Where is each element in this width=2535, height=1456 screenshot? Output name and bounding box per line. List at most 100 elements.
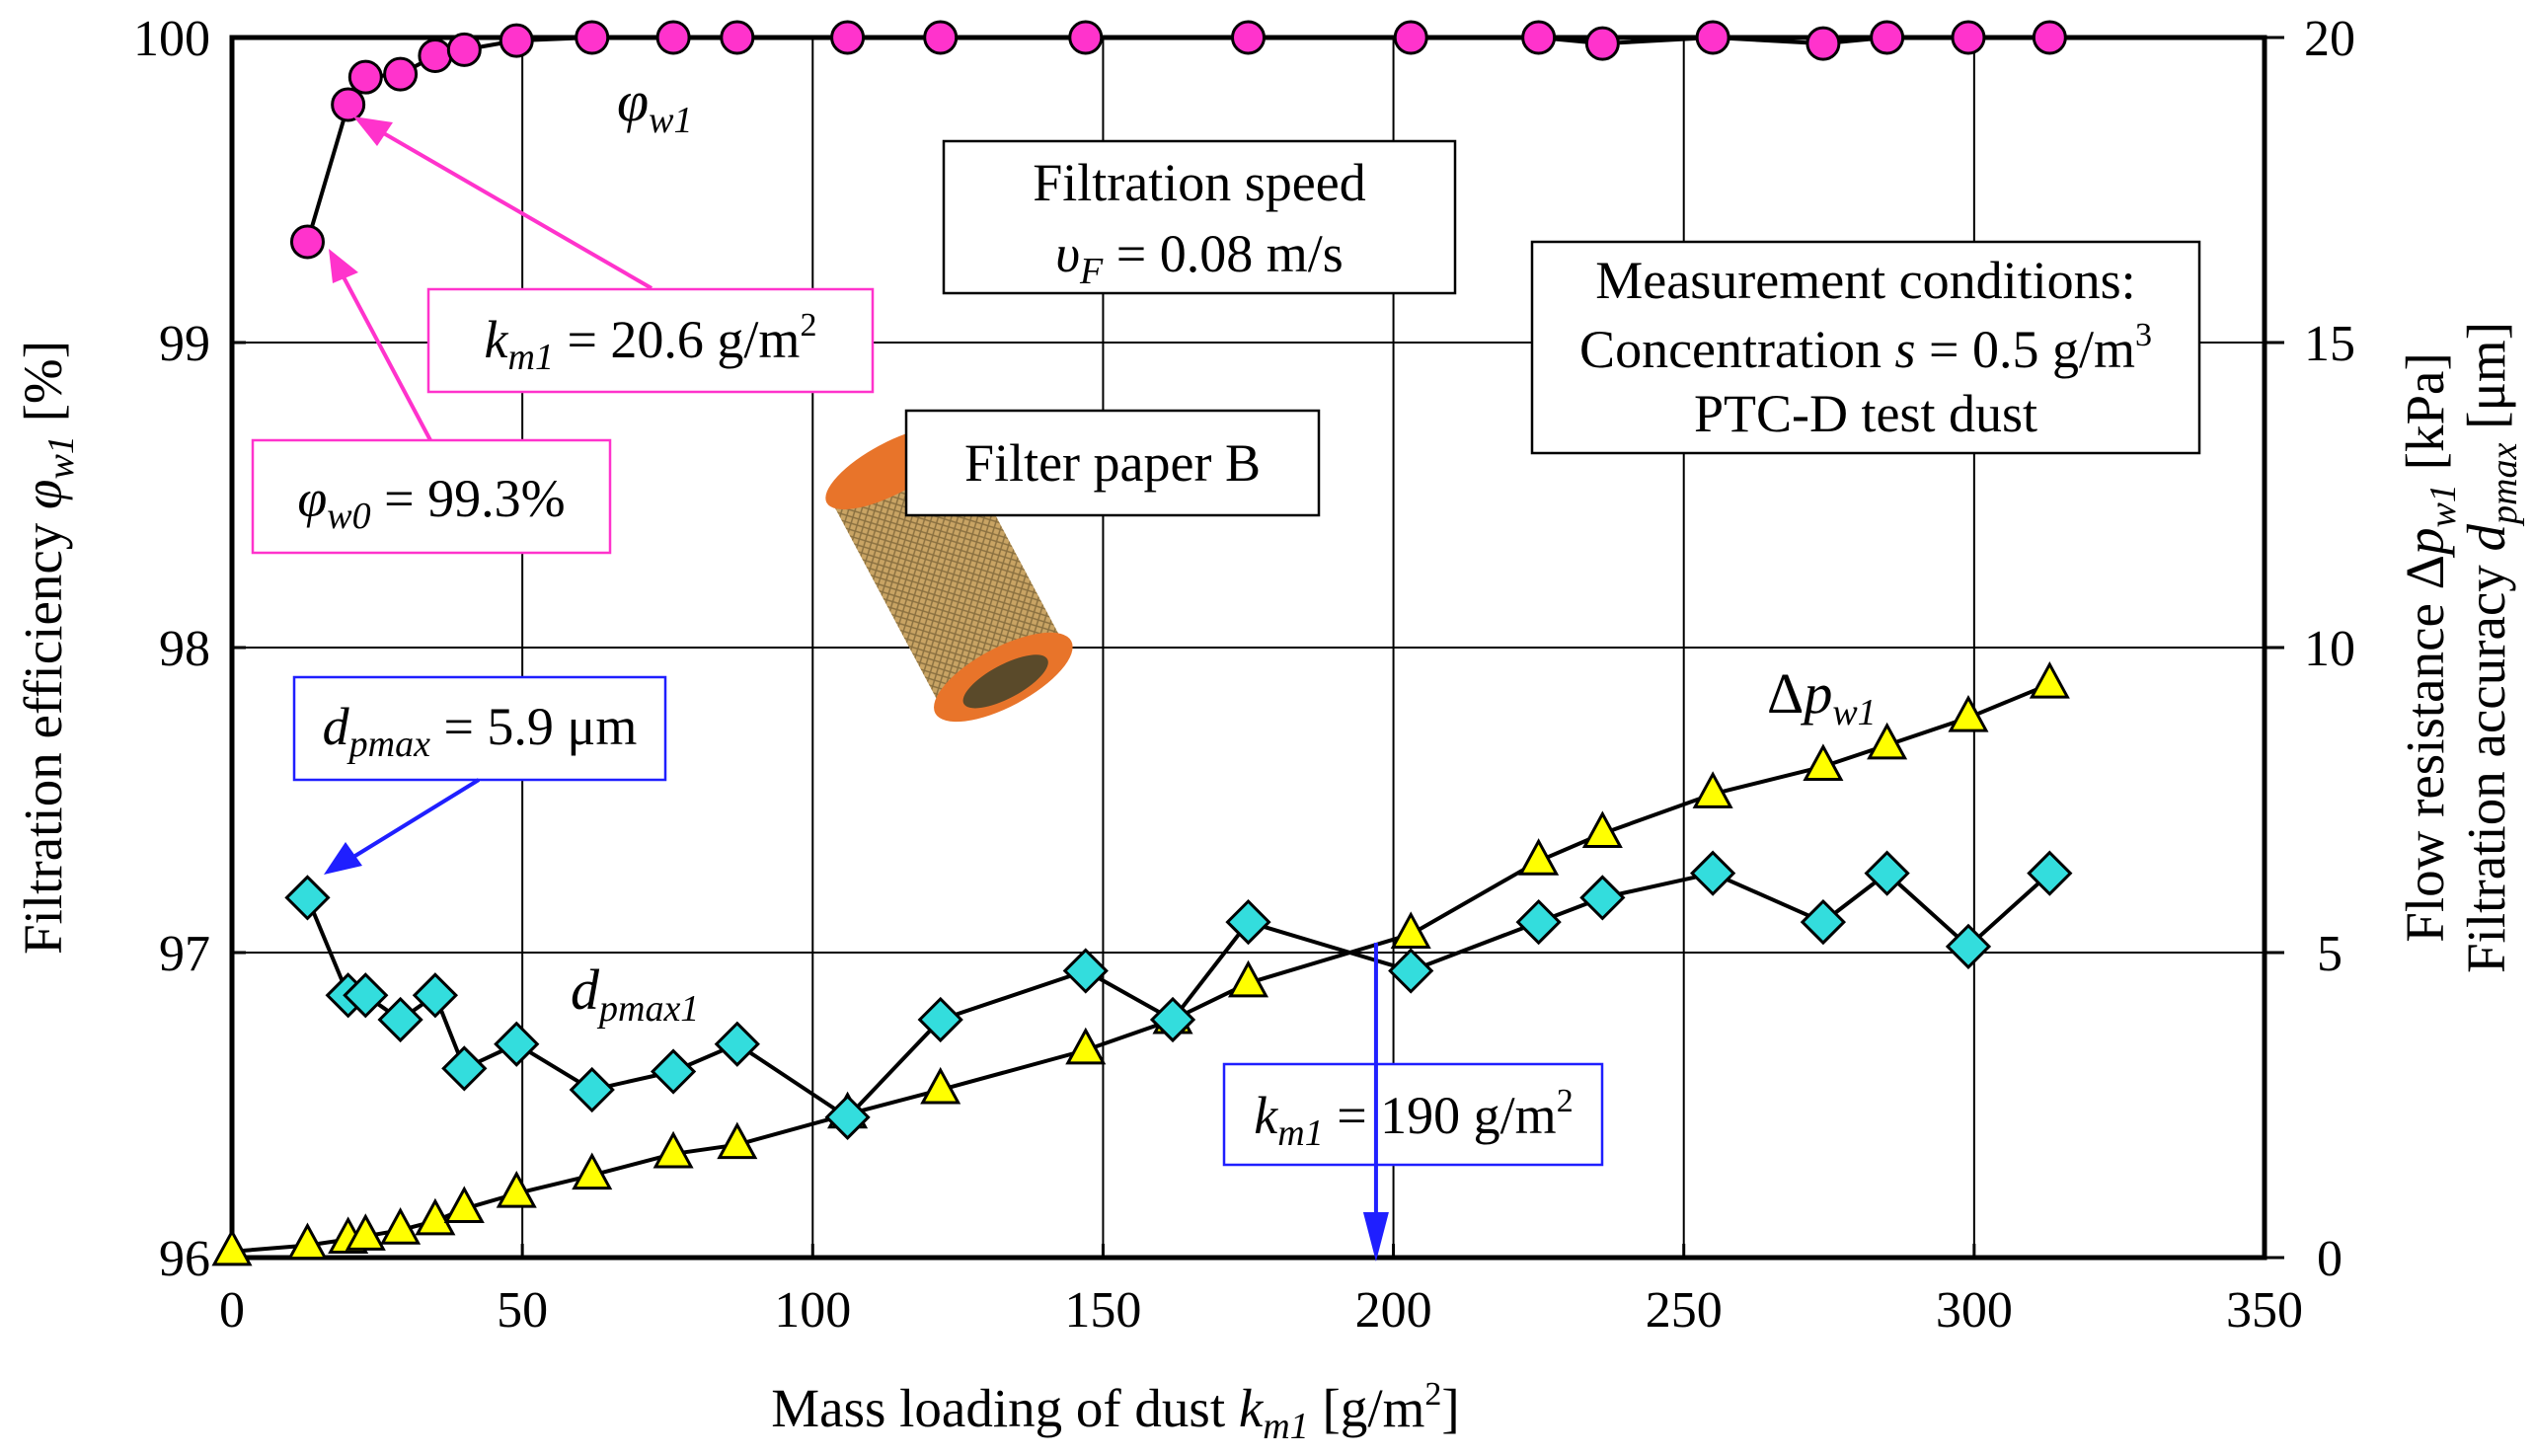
x-tick-label: 50 bbox=[497, 1282, 548, 1339]
series-label-dpmax: dpmax1 bbox=[571, 958, 699, 1030]
y-axis-left-label: Filtration efficiency φw1 [%] bbox=[13, 341, 82, 955]
svg-text:Filtration speed: Filtration speed bbox=[1033, 153, 1365, 212]
data-point-circle bbox=[347, 59, 383, 95]
svg-text:Measurement conditions:: Measurement conditions: bbox=[1595, 251, 2135, 310]
data-point-triangle bbox=[1518, 838, 1560, 876]
data-point-triangle bbox=[2029, 660, 2070, 699]
data-point-circle bbox=[446, 32, 482, 67]
data-point-diamond bbox=[714, 1021, 760, 1067]
data-point-triangle bbox=[920, 1066, 961, 1105]
data-point-circle bbox=[1695, 20, 1730, 55]
data-point-diamond bbox=[1579, 875, 1626, 921]
data-point-triangle bbox=[1390, 911, 1431, 949]
data-point-triangle bbox=[415, 1197, 456, 1236]
data-point-diamond bbox=[1515, 898, 1562, 946]
svg-text:dpmax = 5.9 μm: dpmax = 5.9 μm bbox=[323, 697, 638, 765]
svg-text:km1 = 20.6 g/m2: km1 = 20.6 g/m2 bbox=[485, 307, 817, 378]
filtration-speed-box: Filtration speed υF = 0.08 m/s bbox=[942, 139, 1457, 295]
dpmax-box: dpmax = 5.9 μm bbox=[292, 675, 667, 782]
x-tick-label: 350 bbox=[2226, 1282, 2303, 1339]
data-point-diamond bbox=[343, 972, 389, 1019]
svg-text:φw0 = 99.3%: φw0 = 99.3% bbox=[297, 469, 565, 537]
data-point-diamond bbox=[1225, 898, 1271, 946]
data-point-triangle bbox=[443, 1186, 485, 1224]
y-right-tick-label: 15 bbox=[2304, 316, 2355, 372]
data-point-diamond bbox=[1864, 850, 1910, 896]
data-point-diamond bbox=[1149, 996, 1196, 1043]
y-left-tick-label: 99 bbox=[159, 316, 210, 372]
data-point-circle bbox=[830, 20, 866, 55]
filter-image bbox=[825, 426, 1073, 723]
data-point-triangle bbox=[717, 1121, 758, 1160]
y-right-tick-label: 10 bbox=[2304, 621, 2355, 677]
data-point-diamond bbox=[1690, 850, 1736, 896]
data-point-circle bbox=[575, 20, 610, 55]
data-point-triangle bbox=[1227, 959, 1269, 998]
data-point-circle bbox=[2032, 20, 2067, 55]
data-point-circle bbox=[923, 20, 959, 55]
data-point-circle bbox=[331, 87, 366, 122]
pink-arrow-phi-w0 bbox=[329, 249, 432, 441]
km1-blue-box: km1 = 190 g/m2 bbox=[1222, 1062, 1604, 1167]
ticks: 0 50 100 150 200 250 300 350 96 97 98 99 100 0 5 10 15 20 bbox=[133, 11, 2355, 1339]
y-left-tick-label: 96 bbox=[159, 1231, 210, 1287]
data-point-circle bbox=[1584, 26, 1620, 61]
series-markers bbox=[211, 20, 2073, 1266]
data-point-circle bbox=[418, 38, 453, 74]
svg-text:Concentration s = 0.5 g/m3: Concentration s = 0.5 g/m3 bbox=[1579, 317, 2152, 379]
data-point-triangle bbox=[1803, 743, 1844, 782]
svg-text:Filter paper B: Filter paper B bbox=[964, 433, 1261, 493]
data-point-circle bbox=[1068, 20, 1104, 55]
data-point-diamond bbox=[494, 1021, 540, 1067]
data-point-circle bbox=[1521, 20, 1557, 55]
series-label-phi: φw1 bbox=[617, 69, 692, 141]
data-point-diamond bbox=[569, 1066, 615, 1113]
data-point-circle bbox=[1393, 20, 1428, 55]
data-point-diamond bbox=[2027, 850, 2073, 896]
series-line-0 bbox=[305, 36, 2050, 243]
data-point-triangle bbox=[1692, 771, 1733, 808]
data-point-diamond bbox=[824, 1094, 871, 1140]
km1-pink-box: km1 = 20.6 g/m2 bbox=[426, 287, 875, 394]
x-tick-label: 150 bbox=[1064, 1282, 1141, 1339]
y-left-tick-label: 97 bbox=[159, 926, 210, 982]
x-axis-label: Mass loading of dust km1 [g/m2] bbox=[771, 1376, 1459, 1447]
y-right-tick-label: 20 bbox=[2304, 11, 2355, 67]
filter-paper-box: Filter paper B bbox=[904, 409, 1321, 517]
data-point-triangle bbox=[345, 1213, 386, 1251]
data-point-triangle bbox=[1867, 722, 1908, 760]
data-point-triangle bbox=[1948, 694, 1989, 732]
data-point-diamond bbox=[412, 972, 459, 1019]
data-point-triangle bbox=[653, 1130, 694, 1169]
data-point-triangle bbox=[572, 1152, 613, 1190]
blue-arrow-dpmax bbox=[324, 778, 481, 875]
data-point-diamond bbox=[1062, 948, 1109, 994]
data-point-circle bbox=[383, 56, 419, 92]
data-point-diamond bbox=[441, 1045, 488, 1092]
data-point-circle bbox=[289, 224, 325, 260]
data-point-diamond bbox=[284, 875, 331, 921]
data-point-diamond bbox=[377, 996, 423, 1043]
data-point-triangle bbox=[380, 1207, 422, 1245]
data-point-circle bbox=[655, 20, 691, 55]
data-point-triangle bbox=[1065, 1027, 1107, 1065]
data-point-triangle bbox=[286, 1222, 329, 1261]
data-point-circle bbox=[1231, 20, 1266, 55]
svg-text:km1 = 190 g/m2: km1 = 190 g/m2 bbox=[1254, 1083, 1573, 1154]
data-point-diamond bbox=[1945, 923, 1992, 969]
data-point-circle bbox=[1951, 20, 1986, 55]
y-right-tick-label: 0 bbox=[2317, 1231, 2343, 1287]
measurement-conditions-box: Measurement conditions: Concentration s … bbox=[1530, 240, 2201, 455]
x-tick-label: 200 bbox=[1355, 1282, 1432, 1339]
x-tick-label: 100 bbox=[774, 1282, 851, 1339]
phi-w0-box: φw0 = 99.3% bbox=[251, 438, 612, 555]
y-left-tick-label: 98 bbox=[159, 621, 210, 677]
data-point-triangle bbox=[211, 1228, 253, 1266]
data-point-circle bbox=[720, 20, 755, 55]
data-point-circle bbox=[1805, 26, 1841, 61]
x-tick-label: 250 bbox=[1646, 1282, 1723, 1339]
pink-arrow-km1 bbox=[353, 116, 653, 290]
data-point-triangle bbox=[1581, 810, 1623, 848]
svg-text:PTC-D test dust: PTC-D test dust bbox=[1694, 384, 2037, 443]
